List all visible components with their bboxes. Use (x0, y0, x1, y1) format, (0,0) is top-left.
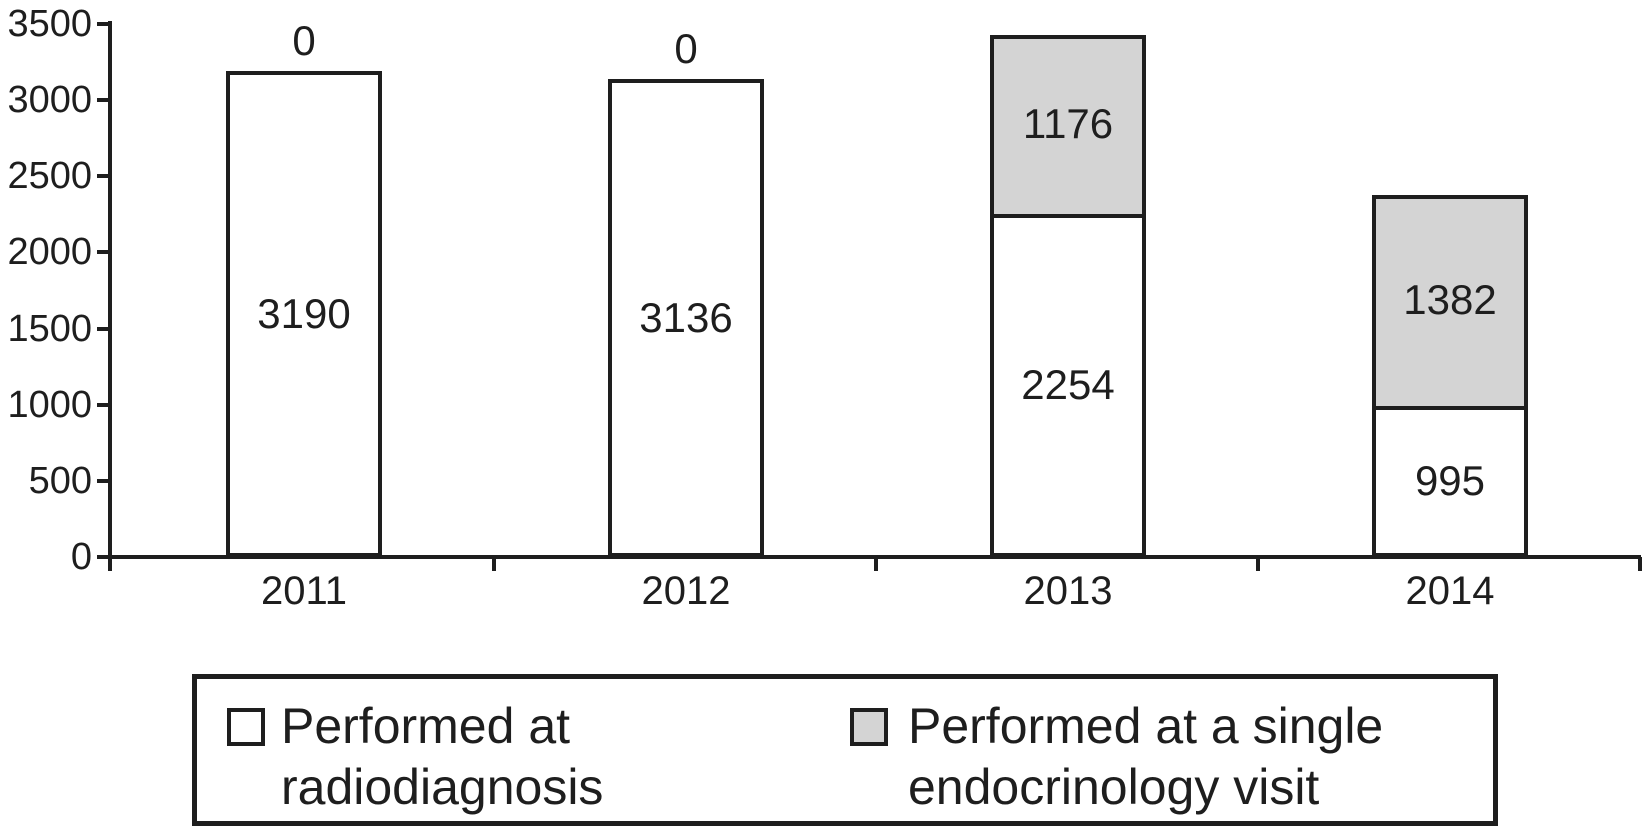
bar-value-label: 995 (1414, 457, 1486, 505)
y-tick (97, 478, 111, 483)
legend-label-line: Performed at (281, 698, 571, 754)
legend-label-radiodiagnosis: Performed at radiodiagnosis (281, 696, 603, 818)
legend-label-line: radiodiagnosis (281, 759, 604, 815)
y-tick-label: 1000 (7, 383, 92, 426)
legend-label-endocrinology: Performed at a single endocrinology visi… (908, 696, 1383, 818)
y-tick-label: 2000 (7, 231, 92, 274)
y-axis-line (108, 21, 112, 571)
y-tick (97, 555, 111, 559)
legend-label-line: endocrinology visit (908, 759, 1320, 815)
bar-segment-2011-radiodiagnosis (226, 71, 382, 557)
y-tick (97, 98, 111, 103)
y-tick-label: 500 (28, 459, 92, 502)
bar-segment-2013-endocrinology (990, 34, 1146, 218)
y-tick-label: 0 (70, 536, 92, 578)
x-category-label: 2014 (1405, 569, 1495, 613)
legend-swatch-radiodiagnosis-icon (227, 708, 265, 746)
bar-segment-2012-radiodiagnosis (608, 79, 764, 557)
legend-label-line: Performed at a single (908, 698, 1384, 754)
y-tick (97, 22, 111, 26)
legend-entry-endocrinology: Performed at a single endocrinology visi… (850, 696, 1383, 818)
y-tick-label: 3000 (7, 79, 92, 122)
legend: Performed at radiodiagnosis Performed at… (192, 674, 1498, 826)
x-category-label: 2011 (260, 569, 347, 613)
bar-value-label: 3190 (257, 290, 351, 338)
bar-value-label: 1176 (1022, 100, 1114, 148)
x-tick (1256, 557, 1260, 571)
legend-entry-radiodiagnosis: Performed at radiodiagnosis (227, 696, 603, 818)
bar-segment-2014-endocrinology (1372, 195, 1528, 410)
y-tick-label: 3500 (7, 3, 92, 45)
y-tick-label: 2500 (7, 155, 92, 198)
x-category-label: 2013 (1023, 569, 1113, 613)
bar-segment-2014-radiodiagnosis (1372, 405, 1528, 557)
bar-value-label: 3136 (639, 294, 733, 342)
y-tick (97, 326, 111, 331)
legend-swatch-endocrinology-icon (850, 708, 888, 746)
x-tick (874, 557, 878, 571)
bar-value-label: 1382 (1403, 276, 1497, 324)
x-category-label: 2012 (641, 569, 731, 613)
bar-zero-label: 0 (292, 17, 316, 65)
x-tick (492, 557, 496, 571)
y-tick (97, 174, 111, 179)
y-tick (97, 250, 111, 255)
y-tick-label: 1500 (7, 307, 92, 350)
y-tick (97, 402, 111, 407)
bar-zero-label: 0 (674, 25, 698, 73)
bar-value-label: 2254 (1021, 361, 1115, 409)
x-tick (1638, 557, 1642, 571)
bar-segment-2013-radiodiagnosis (990, 213, 1146, 557)
